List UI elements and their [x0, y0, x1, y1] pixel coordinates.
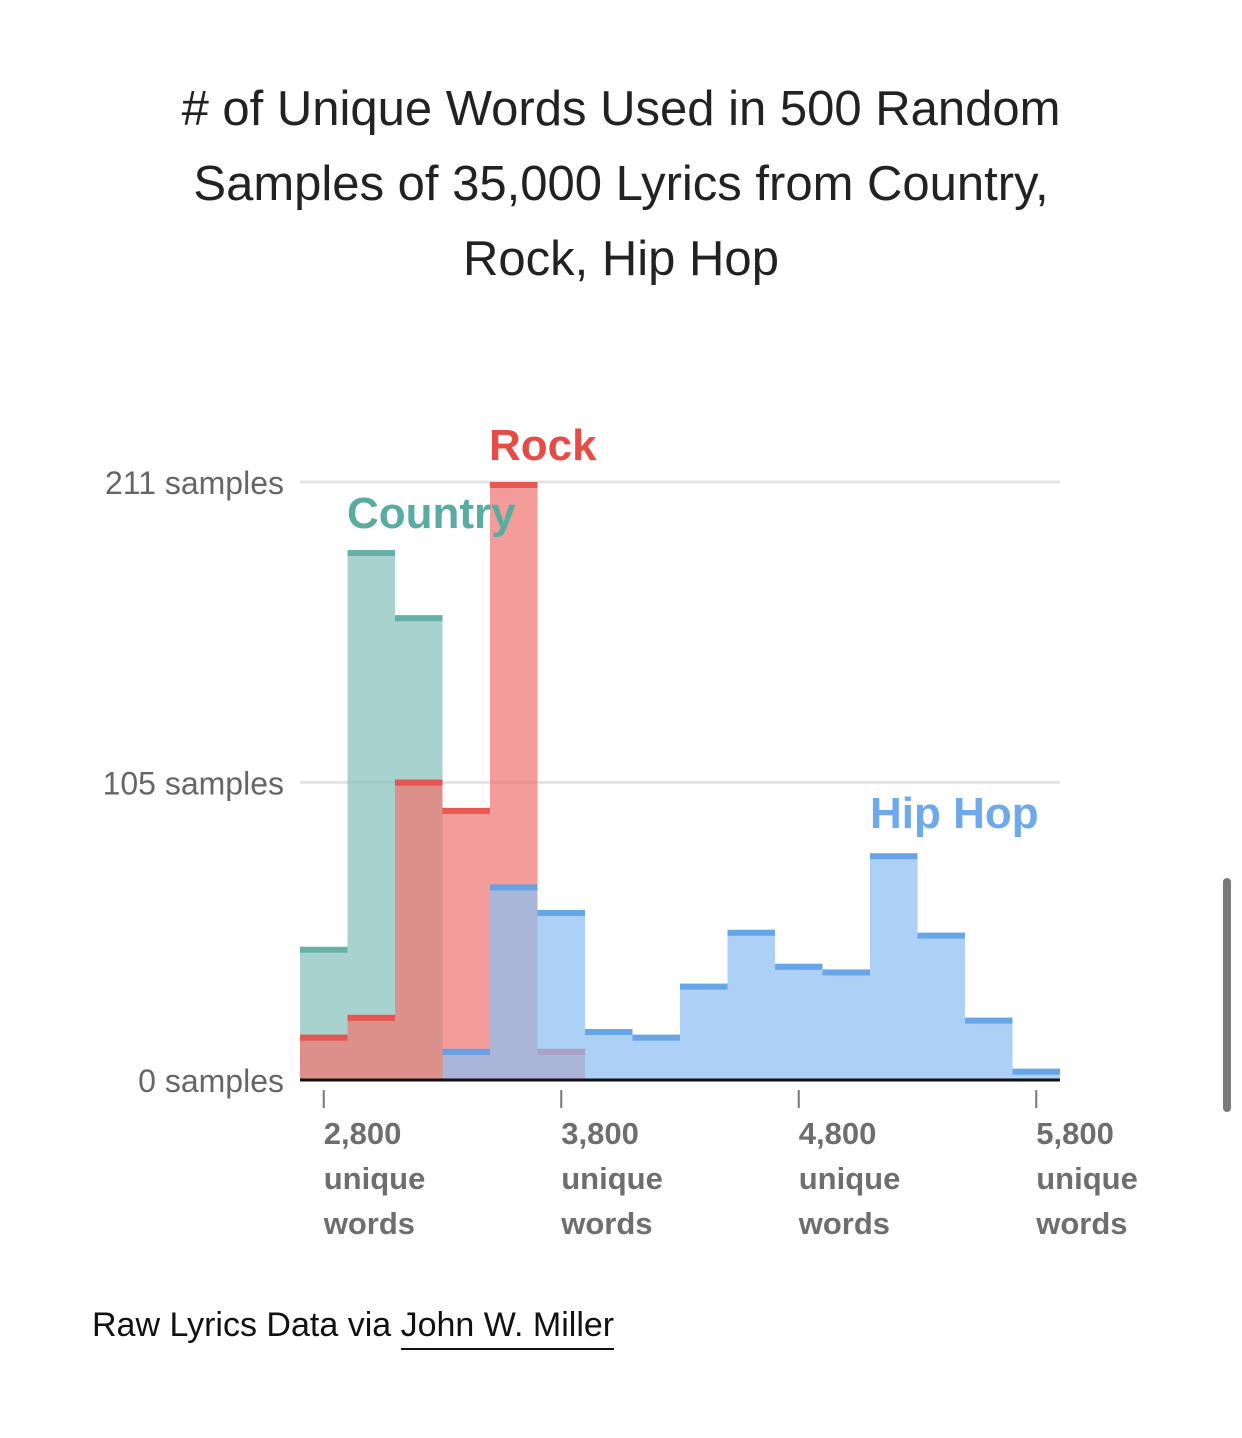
x-tick-label: words — [798, 1206, 890, 1241]
hip-hop-series-label: Hip Hop — [870, 789, 1039, 838]
hip-hop-bar — [680, 983, 728, 1080]
country-bar — [347, 550, 395, 1080]
country-bar-cap — [300, 946, 348, 953]
x-tick-label: words — [323, 1206, 415, 1241]
country-bar-cap — [395, 615, 443, 622]
x-tick-label: 2,800 — [324, 1116, 402, 1151]
hip-hop-bar-cap — [490, 884, 538, 891]
x-tick-label: 3,800 — [561, 1116, 639, 1151]
hip-hop-bar-cap — [822, 969, 870, 976]
hip-hop-bar-cap — [775, 963, 823, 970]
x-tick-label: words — [1035, 1206, 1127, 1241]
hip-hop-bar — [822, 969, 870, 1080]
hip-hop-bar — [490, 884, 538, 1080]
y-tick-label: 0 samples — [138, 1063, 284, 1099]
hip-hop-bar — [775, 963, 823, 1080]
scrollbar-thumb[interactable] — [1223, 878, 1231, 1112]
hip-hop-bar — [537, 909, 585, 1080]
chart-title: # of Unique Words Used in 500 Random Sam… — [40, 72, 1202, 297]
x-tick-label: unique — [799, 1161, 901, 1196]
hip-hop-bar-cap — [965, 1017, 1013, 1024]
x-tick-label: unique — [324, 1161, 426, 1196]
hip-hop-bar — [917, 932, 965, 1080]
rock-bar — [395, 779, 443, 1080]
x-tick-label: words — [560, 1206, 652, 1241]
rock-series-label: Rock — [489, 421, 597, 470]
hip-hop-bar — [870, 853, 918, 1080]
hip-hop-bar-cap — [727, 929, 775, 936]
hip-hop-bar — [585, 1028, 633, 1080]
x-tick-label: 4,800 — [799, 1116, 877, 1151]
rock-bar-cap — [347, 1014, 395, 1021]
rock-bar-cap — [442, 807, 490, 814]
rock-bar-cap — [490, 482, 538, 488]
source-link[interactable]: John W. Miller — [400, 1306, 615, 1350]
hip-hop-bar-cap — [680, 983, 728, 990]
chart-title-line: Rock, Hip Hop — [463, 232, 779, 286]
rock-bar — [442, 807, 490, 1080]
x-tick-label: unique — [1036, 1161, 1138, 1196]
chart-title-line: # of Unique Words Used in 500 Random — [181, 82, 1061, 136]
country-bar-cap — [347, 550, 395, 557]
hip-hop-bar-cap — [442, 1048, 490, 1055]
hip-hop-bar-cap — [870, 853, 918, 860]
hip-hop-bar — [965, 1017, 1013, 1080]
country-series-label: Country — [347, 489, 516, 538]
hip-hop-bar-cap — [1012, 1068, 1060, 1075]
hip-hop-bar-cap — [537, 909, 585, 916]
rock-bar-cap — [300, 1034, 348, 1041]
x-tick-label: 5,800 — [1036, 1116, 1114, 1151]
rock-bar — [347, 1014, 395, 1080]
source-prefix: Raw Lyrics Data via — [92, 1306, 401, 1344]
rock-bar — [300, 1034, 348, 1080]
hip-hop-bar-cap — [585, 1028, 633, 1035]
y-tick-label: 211 samples — [105, 465, 284, 501]
hip-hop-bar — [632, 1034, 680, 1080]
chart-title-line: Samples of 35,000 Lyrics from Country, — [193, 157, 1049, 211]
source-note: Raw Lyrics Data via John W. Miller — [92, 1306, 615, 1350]
hip-hop-bar-cap — [917, 932, 965, 939]
hip-hop-bar-cap — [632, 1034, 680, 1041]
y-tick-label: 105 samples — [103, 765, 284, 801]
x-tick-label: unique — [561, 1161, 663, 1196]
hip-hop-bar — [727, 929, 775, 1080]
rock-bar-cap — [395, 779, 443, 786]
